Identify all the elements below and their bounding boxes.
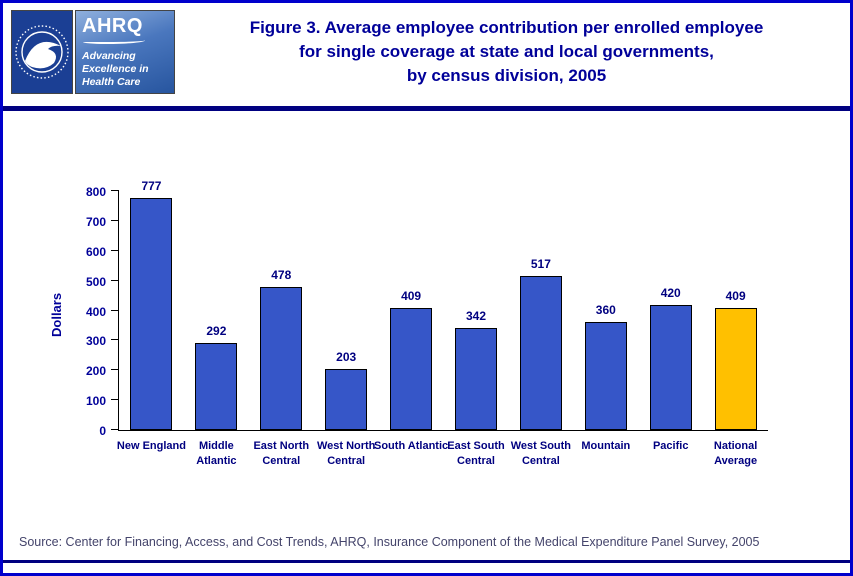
x-axis-category-label: West South Central xyxy=(510,440,572,467)
bar-group: 203 West North Central xyxy=(314,191,379,466)
bar-value-label: 203 xyxy=(336,350,357,365)
bar-group: 409 South Atlantic xyxy=(374,191,448,452)
y-axis-tick-label: 200 xyxy=(85,364,106,379)
bar-east-south-central xyxy=(454,327,497,430)
bar-south-atlantic xyxy=(390,307,433,430)
bar-west-north-central xyxy=(325,369,368,430)
bar-value-label: 292 xyxy=(206,323,227,338)
y-axis-tick xyxy=(111,190,119,191)
ahrq-tagline-line: Excellence in xyxy=(82,62,149,75)
bar-group: 478 East North Central xyxy=(249,191,314,467)
y-axis-tick-label: 100 xyxy=(85,394,106,409)
x-axis-category-label: Middle Atlantic xyxy=(196,440,237,467)
x-axis-category-label: National Average xyxy=(713,440,758,467)
ahrq-tagline-line: Advancing xyxy=(82,49,136,62)
bar-value-label: 517 xyxy=(530,256,551,271)
y-axis-tick xyxy=(111,249,119,251)
y-axis-tick-label: 400 xyxy=(85,304,106,319)
bar-value-label: 478 xyxy=(271,268,292,283)
ahrq-tagline-line: Health Care xyxy=(82,75,141,88)
bar-national-average xyxy=(714,307,757,430)
x-axis-category-label: East North Central xyxy=(253,440,310,467)
bar-value-label: 409 xyxy=(725,288,746,303)
bar-new-england xyxy=(130,197,173,430)
footer-divider-rule xyxy=(3,560,850,563)
bar-value-label: 777 xyxy=(141,178,162,193)
header-divider-rule xyxy=(3,106,850,111)
x-axis-category-label: New England xyxy=(116,440,186,452)
y-axis-tick xyxy=(111,279,119,281)
hhs-seal-icon xyxy=(11,10,73,94)
ahrq-logo-wordmark: AHRQ xyxy=(82,15,143,37)
bar-group: 342 East South Central xyxy=(444,191,509,467)
bar-middle-atlantic xyxy=(195,342,238,430)
logo-strip: AHRQ Advancing Excellence in Health Care xyxy=(11,10,175,94)
x-axis-category-label: East South Central xyxy=(447,440,505,467)
bar-east-north-central xyxy=(260,287,303,430)
bar-group: 409 National Average xyxy=(703,191,768,467)
chart-area: Dollars 0 100 200 300 400 500 600 700 800 777 New… xyxy=(3,179,850,467)
y-axis-tick xyxy=(111,219,119,221)
y-axis-tick xyxy=(111,339,119,341)
y-axis-tick-label: 500 xyxy=(85,274,106,289)
bar-value-label: 342 xyxy=(465,308,486,323)
figure-title: Figure 3. Average employee contribution … xyxy=(175,10,838,88)
figure-title-line-2: for single coverage at state and local g… xyxy=(299,42,714,62)
y-axis-tick xyxy=(111,399,119,401)
bar-series: 777 New England 292 Middle Atlantic 478 East … xyxy=(117,179,768,467)
bar-pacific xyxy=(649,304,692,430)
source-note: Source: Center for Financing, Access, an… xyxy=(19,535,760,549)
y-axis: 0 100 200 300 400 500 600 700 800 xyxy=(86,185,768,438)
y-axis-tick-label: 0 xyxy=(99,424,106,438)
bar-mountain xyxy=(584,322,627,430)
bar-group: 517 West South Central xyxy=(508,191,573,467)
y-axis-tick-label: 800 xyxy=(85,185,106,199)
ahrq-logo: AHRQ Advancing Excellence in Health Care xyxy=(75,10,175,94)
bar-group: 292 Middle Atlantic xyxy=(184,191,249,467)
y-axis-tick xyxy=(111,309,119,311)
bar-value-label: 420 xyxy=(660,285,681,300)
bar-group: 360 Mountain xyxy=(573,191,638,452)
bar-group: 777 New England xyxy=(117,179,186,452)
x-axis-category-label: West North Central xyxy=(316,440,376,467)
bar-west-south-central xyxy=(519,275,562,430)
y-axis-title: Dollars xyxy=(49,292,64,337)
y-axis-tick-label: 700 xyxy=(85,214,106,229)
figure-title-line-3: by census division, 2005 xyxy=(406,66,607,86)
y-axis-tick-label: 600 xyxy=(85,244,106,259)
ahrq-swoosh-icon xyxy=(83,38,145,44)
bar-value-label: 409 xyxy=(401,288,422,303)
x-axis-category-label: Mountain xyxy=(581,440,631,452)
bar-value-label: 360 xyxy=(595,303,616,318)
bar-chart-plot: 0 100 200 300 400 500 600 700 800 777 New England… xyxy=(86,179,768,467)
ahrq-tagline: Advancing Excellence in Health Care xyxy=(82,50,168,89)
bar-group: 420 Pacific xyxy=(638,191,703,452)
header: AHRQ Advancing Excellence in Health Care… xyxy=(3,3,850,106)
y-axis-tick xyxy=(111,369,119,371)
y-axis-tick-label: 300 xyxy=(85,334,106,349)
figure-title-line-1: Figure 3. Average employee contribution … xyxy=(249,18,764,37)
x-axis-category-label: Pacific xyxy=(652,440,689,452)
y-axis-tick xyxy=(111,429,119,430)
x-axis-category-label: South Atlantic xyxy=(374,440,449,452)
